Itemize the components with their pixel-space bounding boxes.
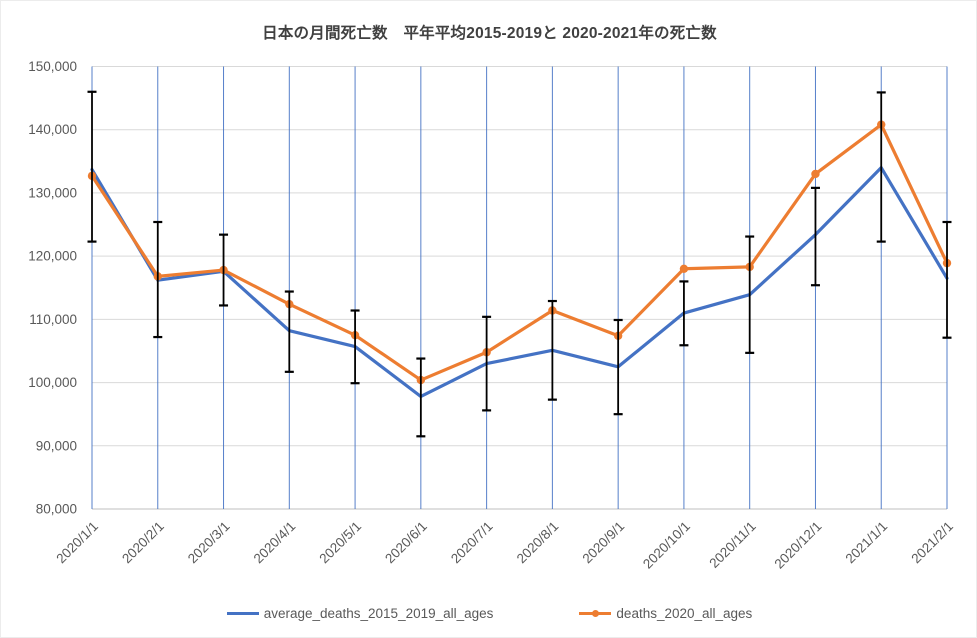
legend-line-orange-icon <box>579 610 612 617</box>
legend-line-blue-icon <box>226 612 259 615</box>
legend-label-average: average_deaths_2015_2019_all_ages <box>263 606 494 621</box>
x-tick-label: 2020/11/1 <box>706 519 758 571</box>
legend-label-2020: deaths_2020_all_ages <box>616 606 753 621</box>
x-tick-label: 2020/9/1 <box>580 519 628 567</box>
x-tick-label: 2020/12/1 <box>772 519 825 572</box>
legend-item-average: average_deaths_2015_2019_all_ages <box>226 606 494 621</box>
x-tick-label: 2020/3/1 <box>185 519 233 567</box>
series-2020-marker-dot <box>811 169 820 179</box>
series-2020-marker-dot <box>679 264 689 273</box>
chart-title: 日本の月間死亡数 平年平均2015-2019と 2020-2021年の死亡数 <box>262 25 717 42</box>
x-tick-label: 2021/1/1 <box>843 519 891 567</box>
y-tick-label: 150,000 <box>28 59 77 74</box>
x-tick-label: 2020/2/1 <box>119 519 167 567</box>
x-tick-label: 2020/7/1 <box>448 519 496 567</box>
x-tick-label: 2020/5/1 <box>316 519 364 567</box>
legend-marker-dot-icon <box>591 610 599 617</box>
x-tick-label: 2020/4/1 <box>251 519 299 567</box>
y-tick-label: 130,000 <box>28 185 77 200</box>
y-tick-label: 100,000 <box>28 375 77 390</box>
x-tick-label: 2020/10/1 <box>640 519 693 572</box>
legend-item-2020: deaths_2020_all_ages <box>579 606 752 621</box>
y-tick-label: 110,000 <box>29 312 77 327</box>
x-tick-label: 2020/1/1 <box>53 519 101 567</box>
series-average-line <box>90 166 949 399</box>
legend: average_deaths_2015_2019_all_ages deaths… <box>1 606 976 621</box>
y-tick-label: 90,000 <box>36 438 77 453</box>
x-tick-label: 2021/2/1 <box>908 519 956 567</box>
series-2020-line <box>90 123 949 382</box>
x-tick-label: 2020/8/1 <box>514 519 562 567</box>
y-tick-label: 80,000 <box>36 502 77 517</box>
y-tick-label: 140,000 <box>28 122 77 137</box>
y-tick-label: 120,000 <box>28 249 77 264</box>
x-tick-label: 2020/6/1 <box>382 519 430 567</box>
